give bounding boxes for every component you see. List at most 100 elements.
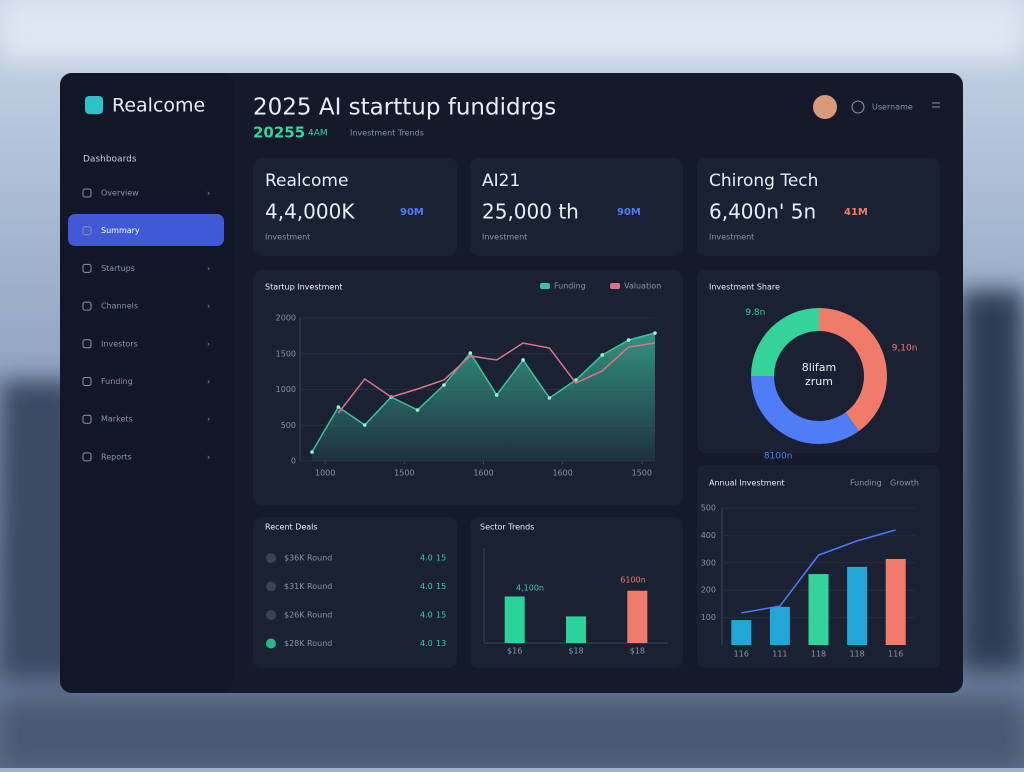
legend-label[interactable]: Valuation xyxy=(624,282,661,291)
row-value: 4.0 xyxy=(420,582,433,591)
card-name: Chirong Tech xyxy=(709,171,818,191)
x-tick-label: 1600 xyxy=(473,469,493,478)
nav-item[interactable]: Funding xyxy=(101,377,133,386)
nav-item[interactable]: Markets xyxy=(101,415,133,424)
legend-label[interactable]: Funding xyxy=(554,282,586,291)
x-tick-label: 118 xyxy=(849,650,864,659)
menu-icon[interactable] xyxy=(932,102,940,108)
y-tick-label: 500 xyxy=(701,504,716,513)
card-value: 6,400n' 5n xyxy=(709,200,816,224)
avatar[interactable] xyxy=(813,95,837,119)
row-label[interactable]: $26K Round xyxy=(284,611,332,620)
nav-icon[interactable] xyxy=(82,226,92,236)
nav-caret: › xyxy=(207,415,210,424)
bar xyxy=(885,558,906,645)
row-change: 15 xyxy=(436,554,446,563)
x-tick-label: 118 xyxy=(811,650,826,659)
nav-caret: › xyxy=(207,377,210,386)
nav-icon[interactable] xyxy=(82,414,92,424)
card-name: AI21 xyxy=(482,171,520,191)
row-icon xyxy=(266,638,276,649)
username[interactable]: Username xyxy=(872,103,913,112)
legend-swatch[interactable] xyxy=(610,283,620,289)
row-value: 4.0 xyxy=(420,639,433,648)
subtitle: 20255 xyxy=(253,124,305,142)
y-tick-label: 1500 xyxy=(276,349,296,358)
nav-icon[interactable] xyxy=(82,263,92,273)
y-tick-label: 0 xyxy=(291,457,296,466)
point xyxy=(336,405,341,409)
nav-item[interactable]: Overview xyxy=(101,189,139,198)
row-value: 4.0 xyxy=(420,554,433,563)
card-note: Investment xyxy=(265,233,310,242)
donut-label: 8100n xyxy=(764,452,793,462)
point xyxy=(468,351,473,355)
x-tick-label: 1600 xyxy=(552,469,572,478)
row-value: 4.0 xyxy=(420,611,433,620)
nav-caret: › xyxy=(207,189,210,198)
donut-center: zrum xyxy=(805,375,833,388)
point xyxy=(415,408,420,412)
donut-segment xyxy=(819,308,888,432)
logo-icon xyxy=(85,96,103,114)
card-badge: 90M xyxy=(617,207,641,218)
bar xyxy=(504,596,525,643)
y-tick-label: 100 xyxy=(701,613,716,622)
nav-icon[interactable] xyxy=(82,377,92,386)
nav-icon[interactable] xyxy=(82,339,92,349)
x-tick-label: 116 xyxy=(734,650,749,659)
point xyxy=(626,338,631,342)
nav-item[interactable]: Startups xyxy=(101,264,135,273)
donut-label: 9.8n xyxy=(745,308,765,318)
point xyxy=(600,353,605,357)
y-tick-label: 400 xyxy=(701,531,716,540)
bar xyxy=(731,620,752,645)
bar xyxy=(847,566,868,645)
y-tick-label: 300 xyxy=(701,558,716,567)
active-nav xyxy=(68,214,224,246)
nav-item[interactable]: Summary xyxy=(101,226,140,235)
row-icon xyxy=(266,553,276,563)
nav-icon[interactable] xyxy=(82,188,92,198)
x-tick-label: 116 xyxy=(888,650,903,659)
legend-label[interactable]: Funding xyxy=(850,479,882,488)
settings-icon[interactable] xyxy=(851,100,865,114)
row-change: 13 xyxy=(436,639,446,648)
annotation: 4,100n xyxy=(516,584,544,593)
point xyxy=(547,396,552,400)
nav-item[interactable]: Channels xyxy=(101,302,138,311)
nav-item[interactable]: Investors xyxy=(101,339,138,348)
nav-icon[interactable] xyxy=(82,301,92,311)
nav-caret: › xyxy=(207,339,210,348)
x-tick-label: 1500 xyxy=(632,469,652,478)
chart-title: Annual Investment xyxy=(709,479,785,488)
list-title: Recent Deals xyxy=(265,523,318,532)
donut-segment xyxy=(751,376,859,445)
area-fill xyxy=(312,333,655,461)
row-icon xyxy=(266,581,276,592)
legend-label[interactable]: Growth xyxy=(890,479,919,488)
card-name: Realcome xyxy=(265,171,348,191)
row-icon xyxy=(266,610,276,620)
card-value: 25,000 th xyxy=(482,200,579,224)
row-change: 15 xyxy=(436,582,446,591)
nav-item[interactable]: Reports xyxy=(101,452,132,461)
x-tick-label: 1000 xyxy=(315,469,335,478)
subtitle-tag: 4AM xyxy=(308,129,328,139)
row-label[interactable]: $36K Round xyxy=(284,554,332,563)
x-tick-label: 111 xyxy=(772,650,787,659)
card-value: 4,4,000K xyxy=(265,200,355,224)
card-badge: 90M xyxy=(400,207,424,218)
annotation: 6100n xyxy=(620,576,645,585)
x-tick-label: 1500 xyxy=(394,469,414,478)
row-label[interactable]: $31K Round xyxy=(284,582,332,591)
subtitle-note: Investment Trends xyxy=(350,129,424,138)
legend-swatch[interactable] xyxy=(540,283,550,289)
line xyxy=(311,332,656,453)
row-change: 15 xyxy=(436,611,446,620)
x-tick-label: $16 xyxy=(507,647,522,656)
row-label[interactable]: $28K Round xyxy=(284,639,332,648)
point xyxy=(362,423,367,427)
nav-icon[interactable] xyxy=(82,452,92,462)
